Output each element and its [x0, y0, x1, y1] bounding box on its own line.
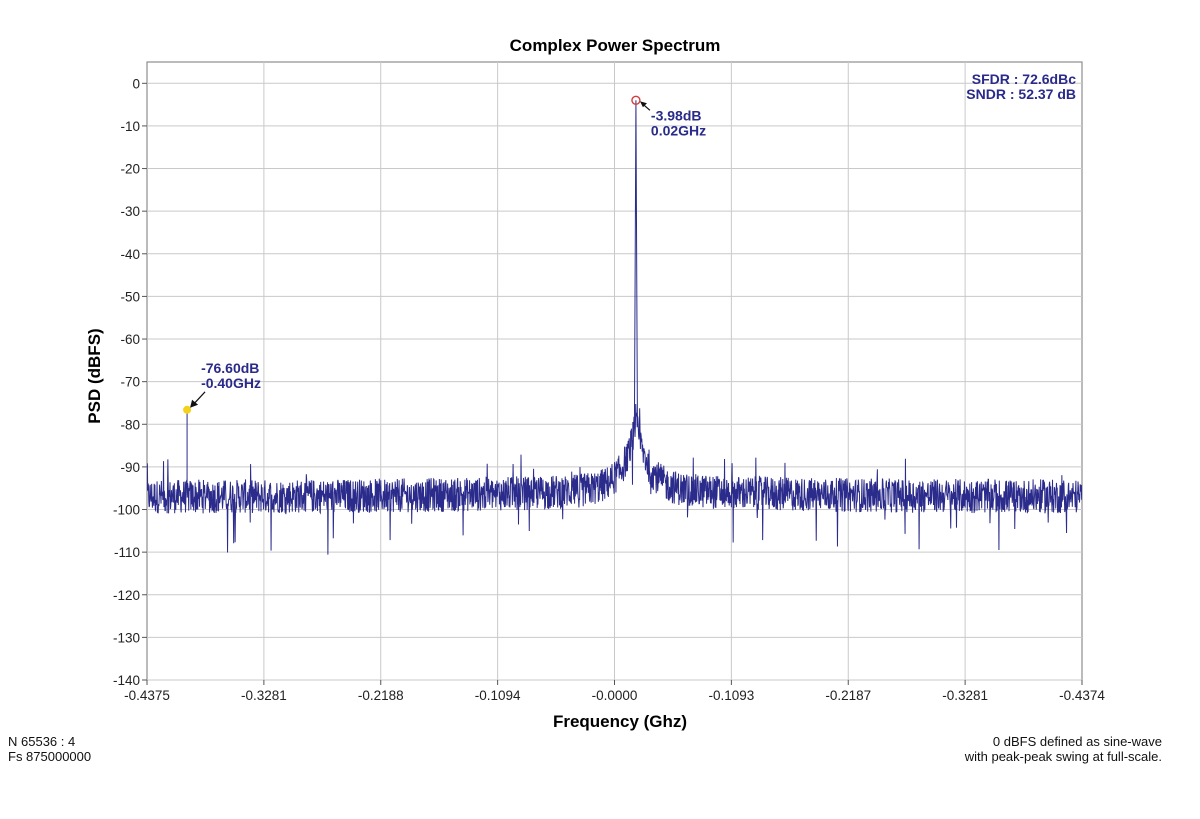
y-tick-label: -40	[120, 247, 140, 262]
y-axis-ticks: 0 -10 -20 -30 -40 -50 -60 -70 -80 -90 -100 -110 -120…	[113, 76, 147, 688]
sndr-metric: SNDR : 52.37 dB	[966, 86, 1076, 102]
y-tick-label: -60	[120, 332, 140, 347]
x-tick-label: -0.3281	[942, 688, 988, 703]
y-tick-label: -30	[120, 204, 140, 219]
footer-sample-info: N 65536 : 4 Fs 875000000	[8, 734, 91, 764]
footer-sample-rate: Fs 875000000	[8, 749, 92, 764]
spur-peak-value: -76.60dB	[201, 360, 259, 376]
x-axis-ticks: -0.4375 -0.3281 -0.2188 -0.1094 -0.0000 -0.10…	[124, 680, 1105, 703]
signal-peak-annotation: -3.98dB 0.02GHz	[631, 95, 706, 138]
x-tick-label: -0.3281	[241, 688, 287, 703]
chart-title: Complex Power Spectrum	[510, 36, 721, 55]
signal-peak-frequency: 0.02GHz	[651, 122, 706, 138]
y-tick-label: -140	[113, 673, 140, 688]
signal-peak-value: -3.98dB	[651, 107, 702, 123]
x-tick-label: -0.1094	[475, 688, 521, 703]
footer-dbfs-note-line1: 0 dBFS defined as sine-wave	[992, 734, 1162, 749]
x-tick-label: -0.4375	[124, 688, 170, 703]
y-tick-label: -90	[120, 460, 140, 475]
y-tick-label: 0	[132, 76, 140, 91]
y-tick-label: -120	[113, 588, 140, 603]
spur-peak-marker	[183, 405, 192, 414]
signal-peak-marker	[631, 95, 641, 105]
x-axis-label: Frequency (Ghz)	[553, 712, 687, 731]
x-tick-label: -0.2188	[358, 688, 404, 703]
x-tick-label: -0.0000	[592, 688, 638, 703]
y-tick-label: -50	[120, 289, 140, 304]
y-tick-label: -70	[120, 375, 140, 390]
x-tick-label: -0.2187	[825, 688, 871, 703]
y-tick-label: -110	[114, 545, 140, 560]
x-tick-label: -0.4374	[1059, 688, 1105, 703]
y-tick-label: -20	[120, 162, 140, 177]
y-axis-label: PSD (dBFS)	[85, 328, 104, 423]
footer-dbfs-note: 0 dBFS defined as sine-wave with peak-pe…	[965, 734, 1162, 764]
spur-peak-arrowhead	[190, 399, 199, 408]
y-tick-label: -10	[120, 119, 140, 134]
footer-dbfs-note-line2: with peak-peak swing at full-scale.	[964, 749, 1162, 764]
x-tick-label: -0.1093	[708, 688, 754, 703]
y-tick-label: -80	[120, 417, 140, 432]
y-tick-label: -130	[113, 630, 140, 645]
spectrum-series-line	[147, 100, 1082, 555]
sfdr-metric: SFDR : 72.6dBc	[972, 71, 1076, 87]
spur-peak-frequency: -0.40GHz	[201, 375, 261, 391]
y-tick-label: -100	[113, 503, 140, 518]
spur-peak-annotation: -76.60dB -0.40GHz	[183, 360, 261, 414]
footer-sample-count: N 65536 : 4	[8, 734, 76, 749]
signal-peak-arrowhead	[639, 101, 647, 108]
